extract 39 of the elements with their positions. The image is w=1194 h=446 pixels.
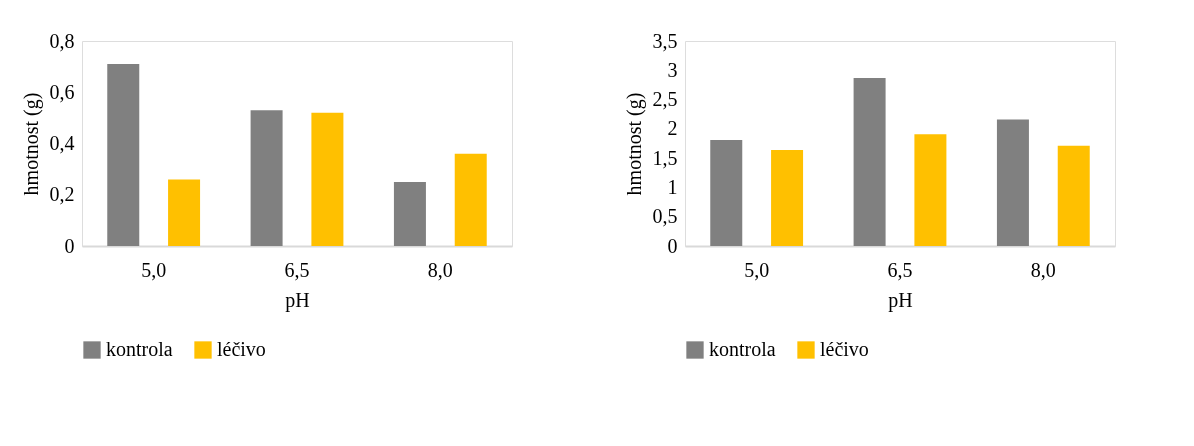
- y-axis-title: hmotnost (g): [622, 92, 646, 196]
- y-tick-label: 0: [667, 234, 678, 257]
- y-tick-label: 3,5: [652, 29, 678, 52]
- y-tick-label: 2: [667, 117, 678, 140]
- y-axis-title: hmotnost (g): [19, 92, 43, 196]
- y-tick-label: 0,4: [49, 132, 75, 154]
- y-tick-label: 1,5: [652, 146, 678, 169]
- bar: [107, 64, 140, 246]
- legend-label: kontrola: [709, 338, 776, 360]
- legend-label: léčivo: [217, 338, 266, 360]
- x-tick-label: 6,5: [284, 258, 310, 281]
- bar: [168, 179, 201, 246]
- bar: [853, 77, 886, 246]
- bar: [771, 149, 804, 246]
- y-tick-label: 2,5: [652, 88, 678, 111]
- x-tick-label: 6,5: [887, 258, 913, 281]
- legend-label: kontrola: [106, 338, 173, 360]
- bar: [1057, 145, 1090, 246]
- x-tick-label: 8,0: [1030, 258, 1056, 281]
- y-tick-label: 0,5: [652, 205, 678, 228]
- x-tick-label: 5,0: [141, 258, 167, 281]
- bar: [914, 134, 947, 246]
- bar: [996, 119, 1029, 246]
- bar: [250, 110, 283, 246]
- y-tick-label: 0,6: [49, 80, 75, 103]
- y-tick-label: 0,2: [49, 183, 75, 206]
- x-tick-label: 8,0: [427, 258, 453, 281]
- x-axis-title: pH: [285, 288, 310, 312]
- bar: [311, 112, 344, 246]
- legend-label: léčivo: [820, 338, 869, 360]
- bar: [454, 153, 487, 246]
- bar: [710, 139, 743, 246]
- x-tick-label: 5,0: [744, 258, 770, 281]
- y-tick-label: 0,8: [49, 29, 75, 52]
- x-axis-title: pH: [888, 288, 913, 312]
- y-tick-label: 1: [667, 175, 678, 198]
- y-tick-label: 3: [667, 58, 678, 81]
- y-tick-label: 0: [64, 234, 75, 257]
- bar: [393, 181, 426, 246]
